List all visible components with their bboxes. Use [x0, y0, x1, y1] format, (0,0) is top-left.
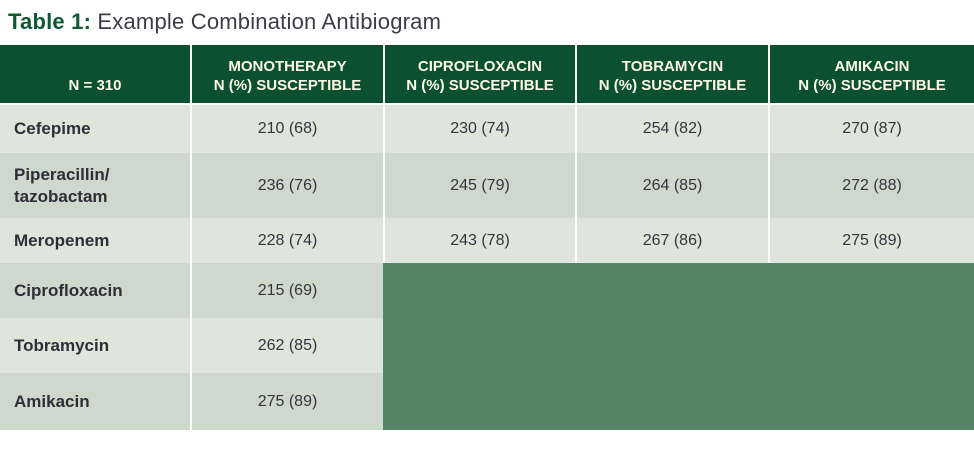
column-header-line2: N (%) SUSCEPTIBLE	[598, 77, 747, 94]
value-cell: 272 (88)	[770, 153, 974, 218]
value-cell: 275 (89)	[770, 218, 974, 263]
column-header-line1: AMIKACIN	[834, 58, 910, 75]
corner-header-cell: N = 310	[0, 45, 190, 105]
drug-name-cell: Amikacin	[0, 373, 190, 430]
antibiogram-table: N = 310 MONOTHERAPY N (%) SUSCEPTIBLE CIPR…	[0, 45, 974, 430]
drug-name-cell: Tobramycin	[0, 318, 190, 373]
value-cell: 264 (85)	[577, 153, 768, 218]
value-cell: 267 (86)	[577, 218, 768, 263]
column-header-line2: N (%) SUSCEPTIBLE	[798, 77, 946, 94]
value-cell: 275 (89)	[192, 373, 383, 430]
value-cell: 262 (85)	[192, 318, 383, 373]
value-cell: 243 (78)	[385, 218, 575, 263]
drug-name-cell: Ciprofloxacin	[0, 263, 190, 318]
value-cell: 230 (74)	[385, 105, 575, 153]
column-header-cell: MONOTHERAPY N (%) SUSCEPTIBLE	[192, 45, 383, 105]
page-title: Table 1: Example Combination Antibiogram	[0, 0, 974, 45]
value-cell: 254 (82)	[577, 105, 768, 153]
drug-name-cell: Piperacillin/ tazobactam	[0, 153, 190, 218]
column-header-line1: TOBRAMYCIN	[621, 58, 724, 75]
column-header-line2: N (%) SUSCEPTIBLE	[406, 77, 554, 94]
column-header-line1: CIPROFLOXACIN	[417, 58, 543, 75]
value-cell: 245 (79)	[385, 153, 575, 218]
value-cell: 228 (74)	[192, 218, 383, 263]
drug-name-cell: Cefepime	[0, 105, 190, 153]
value-cell: 236 (76)	[192, 153, 383, 218]
column-header-cell: AMIKACIN N (%) SUSCEPTIBLE	[770, 45, 974, 105]
value-cell: 270 (87)	[770, 105, 974, 153]
title-label: Table 1:	[8, 9, 92, 34]
column-header-line2: N (%) SUSCEPTIBLE	[213, 77, 362, 94]
column-header-cell: CIPROFLOXACIN N (%) SUSCEPTIBLE	[385, 45, 575, 105]
value-cell: 215 (69)	[192, 263, 383, 318]
value-cell: 210 (68)	[192, 105, 383, 153]
column-header-cell: TOBRAMYCIN N (%) SUSCEPTIBLE	[577, 45, 768, 105]
title-text: Example Combination Antibiogram	[91, 9, 442, 34]
column-header-line1: MONOTHERAPY	[228, 58, 347, 75]
drug-name-cell: Meropenem	[0, 218, 190, 263]
